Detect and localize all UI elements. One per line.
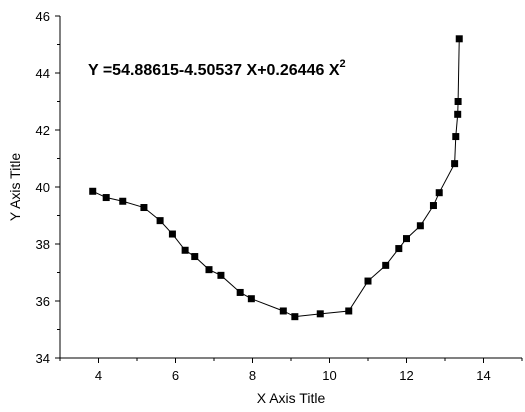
data-point (455, 35, 463, 43)
data-point (454, 98, 462, 105)
y-tick-label: 46 (36, 9, 50, 24)
data-point (452, 133, 460, 141)
x-tick-label: 8 (249, 368, 256, 383)
y-tick-label: 36 (36, 294, 50, 309)
data-point (205, 266, 213, 274)
x-tick-label: 14 (476, 368, 490, 383)
data-point (345, 307, 353, 315)
series-line (92, 38, 460, 318)
y-tick-label: 44 (36, 66, 50, 81)
data-point (291, 313, 299, 321)
y-tick-label: 42 (36, 123, 50, 138)
x-tick-label: 6 (172, 368, 179, 383)
y-tick-label: 38 (36, 237, 50, 252)
data-point (102, 194, 110, 202)
data-point (236, 288, 244, 296)
data-point (454, 110, 462, 118)
x-tick-label: 4 (95, 368, 102, 383)
data-point (364, 277, 372, 285)
data-point (181, 246, 189, 254)
equation-label: Y =54.88615-4.50537 X+0.26446 X2 (88, 58, 346, 79)
x-tick-label: 10 (322, 368, 336, 383)
series-layer (89, 35, 463, 321)
data-point (140, 204, 148, 212)
data-point (451, 160, 459, 168)
y-tick-label: 40 (36, 180, 50, 195)
data-point (395, 245, 403, 253)
x-ticks: 4 6 8 10 12 14 (59, 358, 523, 383)
data-point (316, 310, 324, 318)
data-point (191, 253, 199, 261)
data-point (247, 295, 255, 303)
y-ticks: 34 36 38 40 42 44 46 (36, 9, 60, 366)
data-point (403, 235, 410, 243)
x-tick-label: 12 (399, 368, 413, 383)
data-point (156, 217, 164, 225)
y-axis-title: Y Axis Title (7, 153, 23, 221)
data-point (429, 202, 437, 210)
data-point (382, 261, 390, 269)
x-axis-title: X Axis Title (257, 390, 326, 406)
data-point (416, 222, 424, 230)
data-point (89, 187, 97, 195)
data-point (168, 230, 176, 238)
data-point (435, 189, 443, 197)
data-point (119, 197, 127, 205)
data-point (279, 307, 287, 315)
y-tick-label: 34 (36, 351, 50, 366)
data-point (217, 271, 225, 279)
